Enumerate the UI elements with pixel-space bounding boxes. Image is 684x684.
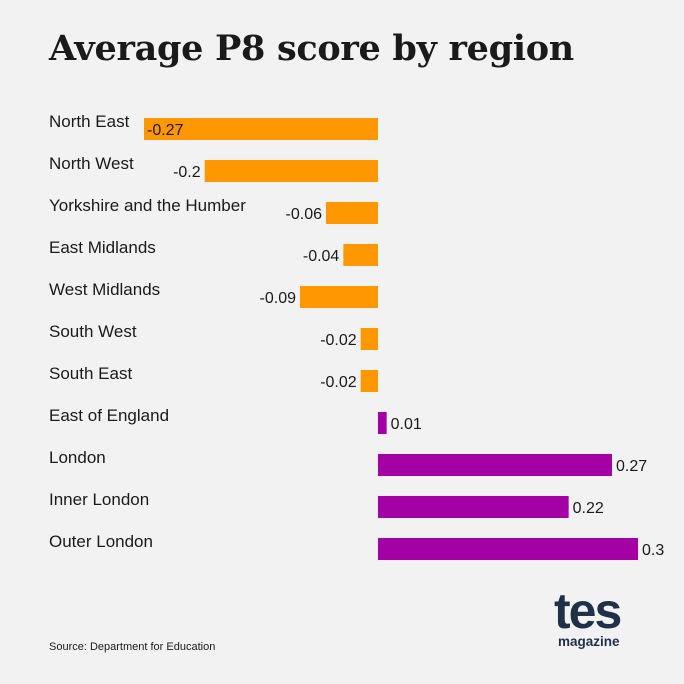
bar-south-west bbox=[360, 328, 378, 350]
value-label-west-midlands: -0.09 bbox=[260, 290, 297, 307]
value-label-south-east: -0.02 bbox=[320, 374, 357, 391]
value-label-inner-london: 0.22 bbox=[573, 500, 604, 517]
bar-east-midlands bbox=[343, 244, 378, 266]
category-label-west-midlands: West Midlands bbox=[49, 280, 160, 299]
category-label-north-east: North East bbox=[49, 112, 130, 131]
value-label-east-of-england: 0.01 bbox=[391, 416, 422, 433]
tes-magazine-logo: tes magazine bbox=[554, 583, 634, 656]
category-label-south-west: South West bbox=[49, 322, 137, 341]
category-label-london: London bbox=[49, 448, 106, 467]
bar-inner-london bbox=[378, 496, 569, 518]
value-label-north-west: -0.2 bbox=[173, 164, 201, 181]
value-label-east-midlands: -0.04 bbox=[303, 248, 340, 265]
value-label-south-west: -0.02 bbox=[320, 332, 357, 349]
bar-south-east bbox=[360, 370, 378, 392]
bar-west-midlands bbox=[300, 286, 378, 308]
value-label-north-east: -0.27 bbox=[147, 122, 184, 139]
bar-east-of-england bbox=[378, 412, 387, 434]
value-label-outer-london: 0.3 bbox=[642, 542, 664, 559]
chart-title: Average P8 score by region bbox=[49, 28, 574, 69]
category-label-east-of-england: East of England bbox=[49, 406, 169, 425]
logo-subtitle: magazine bbox=[558, 634, 620, 649]
bar-chart: North East North West Yorkshire and the Hu… bbox=[49, 112, 664, 560]
bar-outer-london bbox=[378, 538, 638, 560]
category-label-outer-london: Outer London bbox=[49, 532, 153, 551]
logo-wordmark: tes bbox=[554, 583, 622, 639]
category-label-inner-london: Inner London bbox=[49, 490, 149, 509]
bar-yorkshire-and-the-humber bbox=[326, 202, 378, 224]
category-label-south-east: South East bbox=[49, 364, 132, 383]
source-note: Source: Department for Education bbox=[49, 641, 216, 653]
bar-north-east bbox=[144, 118, 378, 140]
value-label-yorkshire-and-the-humber: -0.06 bbox=[286, 206, 323, 223]
bar-north-west bbox=[204, 160, 378, 182]
bar-london bbox=[378, 454, 612, 476]
category-label-east-midlands: East Midlands bbox=[49, 238, 156, 257]
category-label-yorkshire-and-the-humber: Yorkshire and the Humber bbox=[49, 196, 246, 215]
value-label-london: 0.27 bbox=[616, 458, 647, 475]
category-label-north-west: North West bbox=[49, 154, 134, 173]
